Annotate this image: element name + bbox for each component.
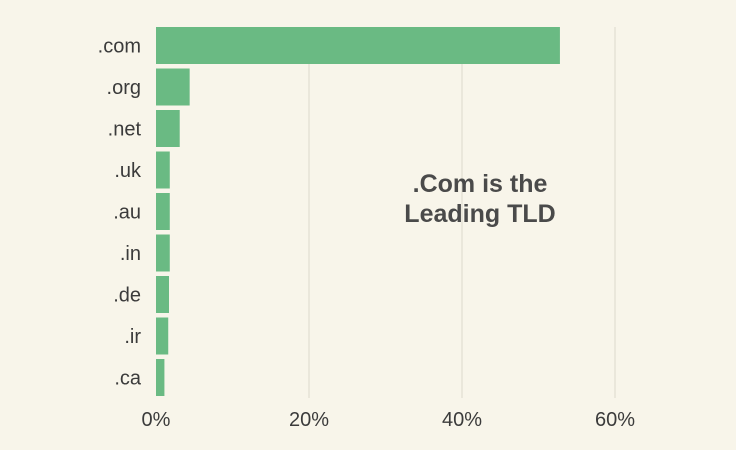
annotation-line-1: .Com is the xyxy=(413,170,548,198)
category-label-com: .com xyxy=(98,36,141,58)
bar-com xyxy=(156,27,560,64)
category-label-uk: .uk xyxy=(114,160,142,182)
bar-au xyxy=(156,193,170,230)
category-label-ir: .ir xyxy=(124,326,141,348)
bar-ca xyxy=(156,359,165,396)
bars xyxy=(156,27,560,396)
annotation-line-2: Leading TLD xyxy=(404,200,555,228)
bar-de xyxy=(156,276,170,313)
bar-ir xyxy=(156,317,169,355)
x-tick-label: 40% xyxy=(442,409,482,431)
x-tick-label: 20% xyxy=(289,409,329,431)
category-label-in: .in xyxy=(120,243,141,265)
category-labels: .com .org .net .uk .au .in .de .ir .ca xyxy=(98,36,142,390)
category-label-org: .org xyxy=(107,77,141,99)
category-label-ca: .ca xyxy=(114,368,142,390)
category-label-au: .au xyxy=(113,202,141,224)
x-tick-label: 0% xyxy=(142,409,171,431)
grid-lines xyxy=(308,27,616,398)
bar-net xyxy=(156,110,180,147)
bar-uk xyxy=(156,151,170,189)
category-label-net: .net xyxy=(108,119,142,141)
category-label-de: .de xyxy=(113,285,141,307)
bar-in xyxy=(156,234,170,272)
bar-org xyxy=(156,68,190,106)
x-tick-label: 60% xyxy=(595,409,635,431)
x-axis-ticks: 0% 20% 40% 60% xyxy=(142,409,636,431)
